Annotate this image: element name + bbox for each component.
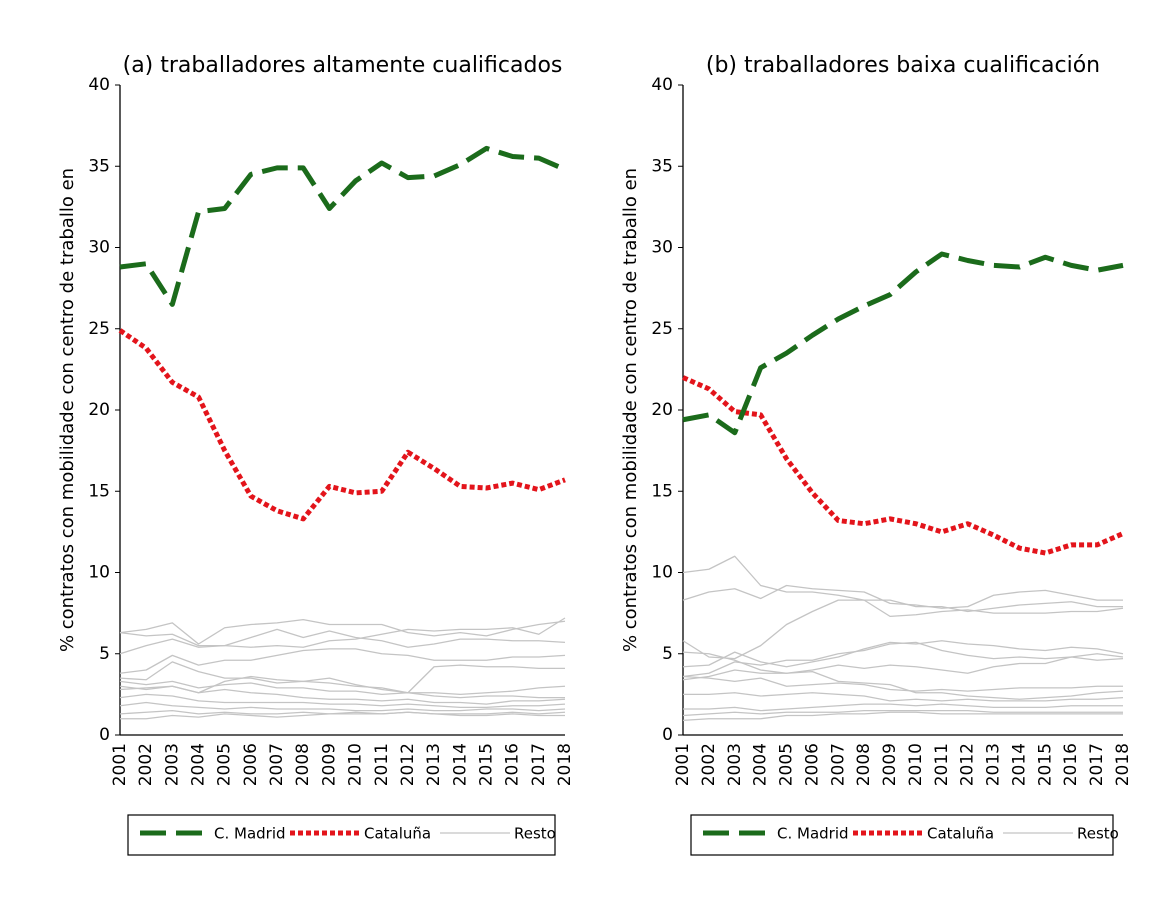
y-tick-label: 0 bbox=[99, 725, 110, 745]
y-tick-label: 40 bbox=[651, 75, 673, 95]
x-tick-label: 2012 bbox=[398, 743, 418, 786]
series-line bbox=[682, 584, 1123, 609]
series-line bbox=[119, 693, 566, 709]
x-tick-label: 2004 bbox=[189, 743, 209, 786]
series-line bbox=[119, 661, 565, 694]
x-tick-label: 2009 bbox=[319, 743, 339, 786]
legend-label: Resto bbox=[1077, 825, 1119, 843]
x-tick-label: 2009 bbox=[880, 743, 900, 786]
x-tick-label: 2014 bbox=[1009, 743, 1029, 786]
x-tick-label: 2006 bbox=[241, 743, 261, 786]
series-line bbox=[682, 555, 1123, 613]
y-tick-label: 35 bbox=[651, 156, 673, 176]
x-tick-label: 2004 bbox=[751, 743, 771, 786]
series-line bbox=[119, 617, 566, 648]
legend-label: C. Madrid bbox=[777, 825, 849, 843]
x-tick-label: 2008 bbox=[293, 743, 313, 786]
x-tick-label: 2001 bbox=[110, 743, 130, 786]
y-tick-label: 10 bbox=[88, 563, 110, 583]
x-tick-label: 2002 bbox=[136, 743, 156, 786]
x-tick-label: 2005 bbox=[215, 743, 235, 786]
series-line bbox=[118, 328, 566, 522]
x-tick-label: 2011 bbox=[372, 743, 392, 786]
x-tick-label: 2001 bbox=[673, 743, 693, 786]
x-tick-label: 2010 bbox=[906, 743, 926, 786]
legend-label: Resto bbox=[514, 825, 556, 843]
y-tick-label: 15 bbox=[88, 481, 110, 501]
y-tick-label: 20 bbox=[88, 400, 110, 420]
y-tick-label: 30 bbox=[88, 238, 110, 258]
x-tick-label: 2015 bbox=[1035, 743, 1055, 786]
x-tick-label: 2008 bbox=[854, 743, 874, 786]
series-line bbox=[682, 669, 1124, 700]
x-tick-label: 2002 bbox=[699, 743, 719, 786]
x-tick-label: 2007 bbox=[828, 743, 848, 786]
chart-title: (b) traballadores baixa cualificación bbox=[706, 53, 1100, 78]
legend-label: Cataluña bbox=[364, 825, 431, 843]
series-line bbox=[119, 618, 566, 645]
y-tick-label: 5 bbox=[99, 644, 110, 664]
y-tick-label: 0 bbox=[662, 725, 673, 745]
x-tick-label: 2015 bbox=[476, 743, 496, 786]
legend-label: Cataluña bbox=[927, 825, 994, 843]
x-tick-label: 2010 bbox=[346, 743, 366, 786]
x-tick-label: 2017 bbox=[529, 743, 549, 786]
series-line bbox=[119, 709, 566, 715]
y-tick-label: 25 bbox=[88, 319, 110, 339]
series-line bbox=[682, 651, 1124, 674]
x-tick-label: 2013 bbox=[984, 743, 1004, 786]
series-line bbox=[120, 711, 565, 720]
series-line bbox=[682, 675, 1123, 692]
y-tick-label: 35 bbox=[88, 156, 110, 176]
x-tick-label: 2011 bbox=[932, 743, 952, 786]
y-tick-label: 5 bbox=[662, 644, 673, 664]
x-tick-label: 2012 bbox=[958, 743, 978, 786]
x-tick-label: 2006 bbox=[802, 743, 822, 786]
series-line bbox=[119, 685, 566, 705]
series-line bbox=[682, 709, 1123, 717]
series-line bbox=[683, 703, 1123, 712]
x-tick-label: 2016 bbox=[1061, 743, 1081, 786]
y-tick-label: 10 bbox=[651, 563, 673, 583]
legend-box bbox=[690, 814, 1114, 856]
x-tick-label: 2018 bbox=[1113, 743, 1133, 786]
x-tick-label: 2013 bbox=[424, 743, 444, 786]
y-tick-label: 40 bbox=[88, 75, 110, 95]
y-tick-label: 20 bbox=[651, 400, 673, 420]
y-axis-label: % contratos con mobilidade con centro de… bbox=[620, 168, 641, 652]
y-tick-label: 30 bbox=[651, 238, 673, 258]
series-line bbox=[682, 640, 1124, 668]
y-axis-label: % contratos con mobilidade con centro de… bbox=[57, 168, 78, 652]
x-tick-label: 2003 bbox=[162, 743, 182, 786]
chart-title: (a) traballadores altamente cualificados bbox=[123, 53, 563, 78]
legend-label: C. Madrid bbox=[214, 825, 286, 843]
series-line bbox=[682, 251, 1124, 436]
y-tick-label: 25 bbox=[651, 319, 673, 339]
series-line bbox=[683, 692, 1124, 702]
series-line bbox=[119, 628, 566, 655]
series-line bbox=[119, 701, 566, 712]
series-line bbox=[119, 145, 566, 307]
y-tick-label: 15 bbox=[651, 481, 673, 501]
x-tick-label: 2016 bbox=[503, 743, 523, 786]
x-tick-label: 2005 bbox=[777, 743, 797, 786]
series-line bbox=[682, 711, 1123, 722]
x-tick-label: 2007 bbox=[267, 743, 287, 786]
series-line bbox=[681, 375, 1125, 556]
x-tick-label: 2018 bbox=[555, 743, 575, 786]
x-tick-label: 2014 bbox=[450, 743, 470, 786]
x-tick-label: 2017 bbox=[1087, 743, 1107, 786]
series-line bbox=[682, 599, 1124, 660]
series-line bbox=[119, 680, 565, 699]
legend-box bbox=[127, 814, 556, 856]
series-line bbox=[119, 648, 566, 674]
x-tick-label: 2003 bbox=[725, 743, 745, 786]
